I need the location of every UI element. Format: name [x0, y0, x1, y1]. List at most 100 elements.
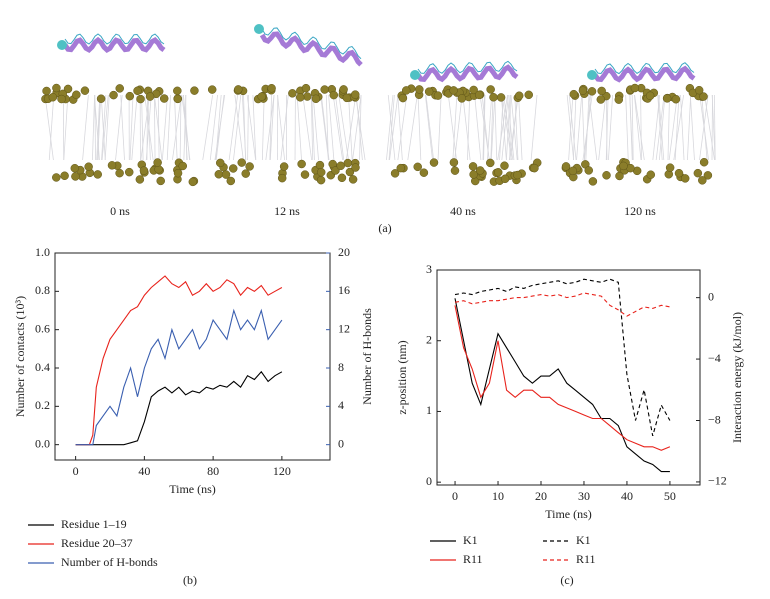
peptide-helix: [592, 65, 696, 83]
lipid-tail: [514, 94, 519, 161]
lipid-tail: [510, 94, 518, 161]
phosphate-bead: [596, 95, 606, 104]
phosphate-bead: [288, 89, 297, 98]
panel-caption: (b): [183, 573, 197, 587]
lipid-tail: [154, 94, 156, 161]
phosphate-bead: [561, 162, 571, 171]
x-tick-label: 10: [492, 489, 504, 503]
phosphate-bead: [646, 170, 656, 179]
lipid-tail: [668, 94, 678, 161]
lipid-tail: [233, 94, 242, 161]
phosphate-bead: [214, 170, 224, 179]
lipid-tail: [388, 94, 395, 161]
y2-tick-label: 8: [338, 360, 344, 374]
lipid-tail: [302, 94, 313, 161]
phosphate-bead: [135, 175, 145, 184]
phosphate-bead: [401, 86, 411, 95]
phosphate-bead: [237, 158, 246, 167]
lipid-tail: [425, 94, 435, 161]
lipid-tail: [82, 94, 89, 161]
peptide-helix: [415, 64, 519, 83]
y2-tick-label: 0: [708, 289, 714, 303]
phosphate-bead: [489, 93, 498, 102]
phosphate-bead: [311, 94, 321, 104]
phosphate-bead: [662, 94, 672, 103]
phosphate-bead: [671, 94, 681, 104]
lipid-tail: [699, 94, 709, 161]
lipid-tail: [467, 94, 471, 161]
lipid-tail: [605, 94, 609, 161]
lipid-tail: [658, 94, 666, 161]
lipid-tail: [141, 94, 144, 161]
lipid-tail: [483, 94, 486, 161]
lipid-tail: [161, 94, 168, 161]
lipid-tail: [576, 94, 583, 161]
lipid-tail: [518, 94, 523, 161]
lipid-tail: [437, 94, 442, 161]
series-line: [454, 278, 671, 437]
y2-axis-label: Number of H-bonds: [360, 308, 374, 405]
y-axis-label: Number of contacts (10³): [13, 296, 27, 417]
x-tick-label: 0: [73, 464, 79, 478]
phosphate-bead: [115, 84, 124, 93]
lipid-tail: [687, 94, 692, 161]
phosphate-bead: [524, 90, 533, 100]
y2-tick-label: −12: [708, 474, 727, 488]
snapshot-label: 12 ns: [274, 204, 300, 218]
lipid-tail: [581, 94, 585, 161]
y-tick-label: 1.0: [35, 245, 50, 259]
legend-label: R11: [463, 552, 483, 566]
phosphate-bead: [457, 94, 467, 103]
lipid-tail: [44, 94, 54, 161]
lipid-tail: [328, 94, 335, 161]
phosphate-bead: [419, 168, 429, 177]
panel-a: 0 ns 12 ns 40 ns 120 ns: [41, 24, 716, 218]
lipid-tail: [174, 94, 178, 161]
lipid-tail: [389, 94, 399, 161]
lipid-tail: [100, 94, 106, 161]
phosphate-bead: [693, 168, 703, 178]
phosphate-bead: [245, 162, 254, 171]
lipid-tail: [355, 94, 366, 161]
phosphate-bead: [173, 86, 182, 96]
x-tick-label: 40: [138, 464, 150, 478]
lipid-tail: [689, 94, 695, 161]
phosphate-bead: [178, 161, 187, 171]
y-tick-label: 0.6: [35, 321, 50, 335]
phosphate-bead: [569, 89, 579, 99]
snapshot-label: 120 ns: [624, 204, 656, 218]
phosphate-bead: [475, 166, 485, 175]
terminal-atom: [254, 24, 264, 34]
series-line: [454, 298, 670, 473]
y-tick-label: 0: [426, 474, 432, 488]
lipid-tail: [482, 94, 485, 161]
phosphate-bead: [665, 163, 675, 172]
phosphate-bead: [433, 91, 443, 100]
phosphate-bead: [345, 167, 355, 177]
lipid-tail: [680, 94, 685, 161]
lipid-tail: [166, 94, 171, 161]
phosphate-bead: [530, 163, 539, 173]
phosphate-bead: [42, 86, 51, 96]
phosphate-bead: [133, 86, 142, 96]
legend-label: Residue 20–37: [61, 536, 133, 550]
phosphate-bead: [424, 87, 434, 96]
lipid-tail: [320, 94, 330, 161]
lipid-tail: [280, 94, 289, 161]
y-tick-label: 0.0: [35, 436, 50, 450]
legend-label: K1: [576, 533, 591, 547]
phosphate-bead: [398, 93, 408, 103]
plot-frame: [436, 269, 701, 486]
phosphate-bead: [60, 171, 69, 181]
snapshot-label: 40 ns: [450, 204, 476, 218]
lipid-tail: [454, 94, 463, 161]
peptide-helix: [62, 36, 166, 54]
snapshot-label: 0 ns: [110, 204, 130, 218]
phosphate-bead: [342, 93, 352, 103]
lipid-tail: [509, 94, 511, 161]
phosphate-bead: [80, 86, 90, 95]
phosphate-bead: [72, 90, 81, 100]
y-axis-label: z-position (nm): [395, 340, 409, 414]
lipid-tail: [63, 94, 69, 161]
phosphate-bead: [159, 94, 169, 103]
